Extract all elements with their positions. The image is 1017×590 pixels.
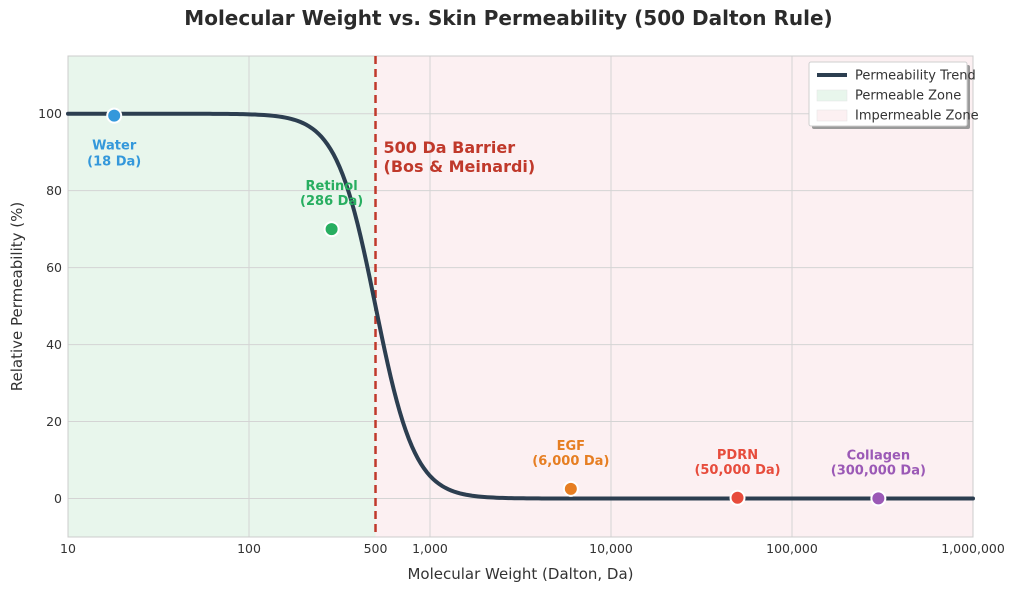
x-tick-label: 1,000,000: [941, 541, 1005, 556]
point-sublabel-egf: (6,000 Da): [532, 454, 609, 469]
point-water: [106, 107, 123, 124]
barrier-label-line2: (Bos & Meinardi): [384, 157, 536, 176]
point-pdrn: [729, 489, 746, 506]
y-axis-label: Relative Permeability (%): [8, 202, 26, 391]
point-sublabel-pdrn: (50,000 Da): [694, 463, 780, 478]
point-label-collagen: Collagen: [847, 448, 911, 463]
point-sublabel-collagen: (300,000 Da): [831, 463, 926, 478]
x-tick-label: 100,000: [766, 541, 818, 556]
y-tick-label: 20: [46, 414, 62, 429]
legend-swatch-permeable-zone: [816, 89, 848, 102]
zone-impermeable-zone: [375, 56, 974, 537]
points-layer: Water(18 Da) Retinol(286 Da) EGF(6,000 Da)…: [87, 107, 926, 507]
legend-entry-impermeable-zone: Impermeable Zone: [855, 109, 979, 124]
y-tick-label: 80: [46, 183, 62, 198]
y-tick-label: 0: [54, 491, 62, 506]
point-retinol: [323, 221, 340, 238]
x-tick-label: 500: [364, 541, 388, 556]
curve-layer: [66, 111, 975, 501]
y-tick-label: 40: [46, 337, 62, 352]
ticks-layer: 10 100 500 1,000 10,000 100,000 1,000,000 0 20 40…: [38, 106, 1005, 556]
plot-frame: [67, 55, 974, 538]
series-line-permeability-trend: [66, 111, 975, 501]
point-label-pdrn: PDRN: [717, 448, 758, 463]
legend-entry-permeability-trend: Permeability Trend: [855, 69, 976, 84]
point-sublabel-water: (18 Da): [87, 155, 141, 170]
barrier-label-line1: 500 Da Barrier: [384, 138, 516, 157]
legend-entry-permeable-zone: Permeable Zone: [855, 89, 961, 104]
x-tick-label: 1,000: [412, 541, 448, 556]
zones-layer: [68, 56, 974, 537]
legend-swatch-impermeable-zone: [816, 109, 848, 122]
zone-permeable-zone: [68, 56, 376, 537]
x-tick-label: 10: [60, 541, 76, 556]
x-tick-label: 10,000: [589, 541, 633, 556]
point-collagen: [870, 490, 887, 507]
point-label-egf: EGF: [557, 439, 585, 454]
point-sublabel-retinol: (286 Da): [300, 194, 363, 209]
legend-box: [808, 61, 968, 127]
y-tick-label: 100: [38, 106, 62, 121]
y-tick-label: 60: [46, 260, 62, 275]
legend: Permeability Trend Permeable Zone Impermea…: [808, 61, 979, 129]
x-tick-label: 100: [237, 541, 261, 556]
x-axis-label: Molecular Weight (Dalton, Da): [407, 565, 633, 583]
point-egf: [562, 480, 579, 497]
chart-title: Molecular Weight vs. Skin Permeability (…: [184, 6, 833, 30]
point-label-water: Water: [92, 139, 137, 154]
point-label-retinol: Retinol: [306, 179, 358, 194]
